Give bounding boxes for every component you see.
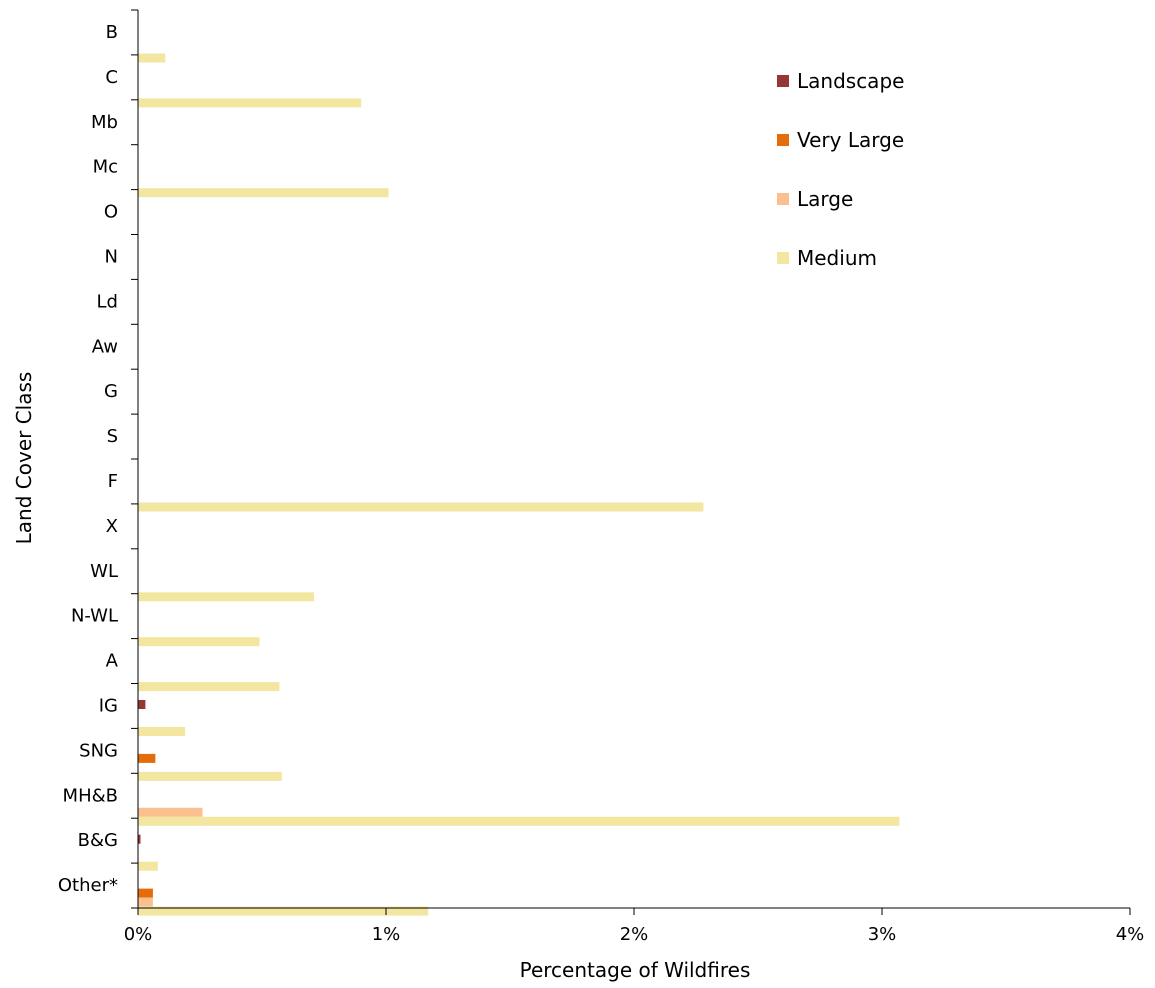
bar-medium-other (138, 906, 429, 916)
legend-label-medium: Medium (797, 246, 877, 270)
legend-item-very-large: Very Large (777, 125, 904, 155)
bar-medium-sng (138, 771, 282, 781)
bars-layer (138, 53, 900, 916)
y-tick-label-a: A (106, 651, 119, 672)
y-tick-label-ig: IG (99, 696, 118, 717)
y-tick-label-f: F (108, 471, 118, 492)
bar-medium-a (138, 682, 280, 692)
labels-layer: 0% 1% 2% 3% 4% B C Mb Mc O N Ld Aw G S F X WL N-WL A IG SNG MH… (58, 22, 1144, 945)
bar-landscape-ig (138, 700, 146, 709)
y-tick-label-b-g: B&G (78, 830, 118, 851)
y-axis-title: Land Cover Class (12, 371, 36, 545)
legend-label-landscape: Landscape (797, 69, 905, 93)
y-tick-label-mc: Mc (93, 157, 118, 178)
y-tick-label-n: N (105, 247, 118, 268)
y-tick-label-x: X (106, 516, 118, 537)
legend-label-large: Large (797, 187, 854, 211)
bar-medium-n-wl (138, 637, 260, 647)
y-tick-label-s: S (107, 426, 118, 447)
y-tick-label-c: C (105, 67, 118, 88)
axes-layer (131, 9, 1131, 915)
bar-medium-b-g (138, 861, 158, 871)
x-tick-label: 4% (1116, 924, 1145, 945)
bar-very-large-other (138, 888, 153, 898)
legend-label-very-large: Very Large (797, 128, 905, 152)
y-tick-label-aw: Aw (92, 336, 118, 357)
legend: Landscape Very Large Large Medium (777, 66, 904, 302)
x-tick-label: 0% (124, 924, 153, 945)
bar-large-mh-b (138, 807, 203, 817)
legend-swatch-landscape (777, 75, 789, 87)
y-tick-label-mb: Mb (91, 112, 118, 133)
y-tick-label-o: O (104, 202, 118, 223)
bar-landscape-b-g (138, 834, 141, 844)
bar-medium-b (138, 53, 166, 63)
x-axis-title: Percentage of Wildfires (519, 958, 751, 982)
legend-swatch-medium (777, 252, 789, 264)
bar-medium-c (138, 98, 362, 108)
y-tick-label-other: Other* (58, 875, 118, 896)
bar-very-large-sng (138, 753, 156, 763)
x-tick-label: 2% (620, 924, 649, 945)
legend-item-medium: Medium (777, 243, 904, 273)
y-tick-label-n-wl: N-WL (71, 606, 118, 627)
bar-medium-mc (138, 188, 389, 198)
bar-medium-f (138, 502, 704, 512)
y-tick-label-ld: Ld (97, 291, 118, 312)
legend-item-large: Large (777, 184, 904, 214)
legend-item-landscape: Landscape (777, 66, 904, 96)
bar-medium-mh-b (138, 816, 900, 826)
y-tick-label-b: B (106, 22, 118, 43)
legend-swatch-large (777, 193, 789, 205)
y-tick-label-wl: WL (90, 561, 118, 582)
x-tick-label: 1% (372, 924, 401, 945)
y-tick-label-sng: SNG (79, 740, 118, 761)
y-tick-label-g: G (104, 381, 118, 402)
y-tick-label-mh-b: MH&B (63, 785, 118, 806)
bar-medium-ig (138, 727, 186, 736)
bar-medium-wl (138, 592, 315, 602)
x-tick-label: 3% (868, 924, 897, 945)
bar-large-other (138, 897, 153, 907)
legend-swatch-very-large (777, 134, 789, 146)
